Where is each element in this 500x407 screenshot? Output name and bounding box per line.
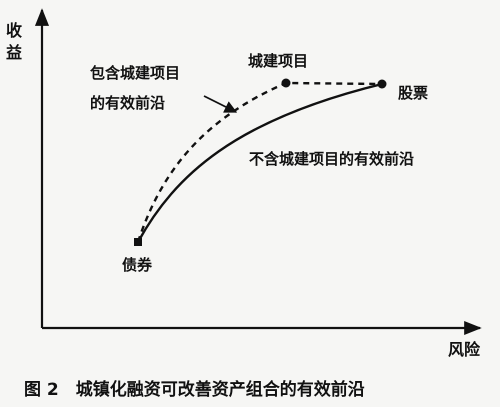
point-city-project <box>281 78 291 88</box>
frontier-with-city-projects <box>136 81 383 243</box>
label-stocks: 股票 <box>398 84 428 102</box>
annotation-with-frontier-line1: 包含城建项目 <box>90 64 180 82</box>
annotation-without-frontier: 不含城建项目的有效前沿 <box>249 150 414 168</box>
y-axis-label-char-2: 益 <box>6 43 22 62</box>
y-axis-label-char-1: 收 <box>6 21 22 40</box>
label-bonds: 债券 <box>122 256 153 274</box>
annotation-with-frontier-line2: 的有效前沿 <box>90 94 165 112</box>
label-city-project: 城建项目 <box>248 52 308 70</box>
annotation-arrow <box>203 95 238 113</box>
point-stocks <box>377 79 387 89</box>
figure-caption: 图 2 城镇化融资可改善资产组合的有效前沿 <box>24 379 365 400</box>
frontier-without-city-projects <box>136 82 383 243</box>
x-axis-label: 风险 <box>448 340 481 359</box>
point-bonds <box>134 238 142 246</box>
